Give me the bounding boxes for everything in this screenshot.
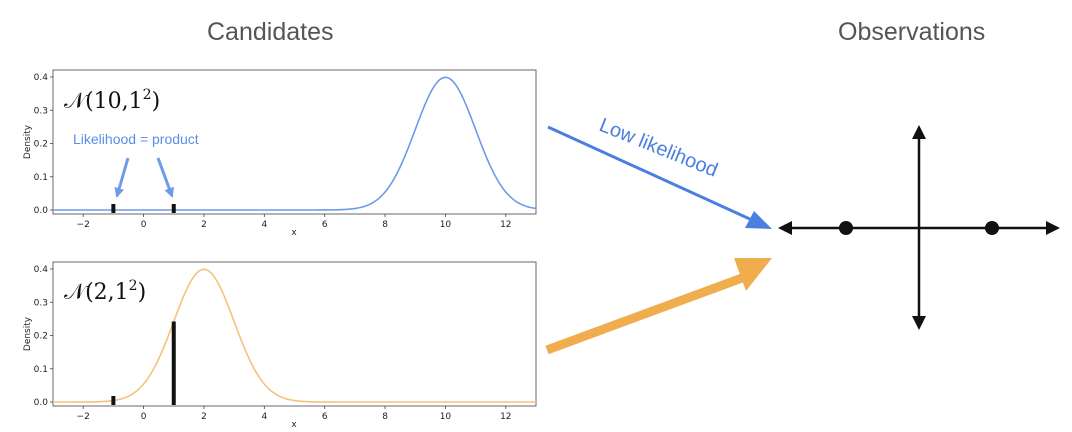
low-likelihood-arrow [547,125,772,229]
x-tick-label: 12 [500,412,511,422]
x-tick-label: 4 [261,220,267,230]
distribution-label-close: ) [152,89,161,114]
x-tick-label: 8 [382,412,388,422]
chart-normal-2: 0.0 0.1 0.2 0.3 0.4 −2 0 2 4 6 8 10 12 Density x 𝒩(… [23,261,537,430]
density-curve [53,268,536,403]
x-axis-label: x [291,228,297,238]
observation-marks [111,204,176,213]
plot-frame [52,69,537,215]
distribution-label-main: 𝒩(2,1 [64,280,129,305]
right-arrowhead-icon [1046,221,1060,235]
candidates-heading: Candidates [207,18,334,46]
y-ticks: 0.0 0.1 0.2 0.3 0.4 [34,265,53,408]
distribution-label-close: ) [138,280,147,305]
observation-points [839,221,999,235]
x-tick-label: 10 [440,412,452,422]
y-tick-label: 0.3 [34,106,48,116]
x-tick-label: −2 [77,220,90,230]
y-tick-label: 0.4 [34,73,49,83]
y-tick-label: 0.2 [34,332,48,342]
x-tick-label: 2 [201,220,207,230]
observation-marks [111,321,176,405]
y-axis-label: Density [23,124,33,159]
distribution-label-main: 𝒩(10,1 [64,89,143,114]
x-axis-label: x [291,420,297,430]
y-tick-label: 0.0 [34,398,49,408]
observations-heading: Observations [838,18,986,46]
high-likelihood-arrow-head [734,258,772,291]
x-tick-label: 12 [500,220,511,230]
x-tick-label: −2 [77,412,90,422]
likelihood-product-annotation: Likelihood = product [73,131,199,147]
x-tick-label: 6 [322,220,328,230]
annotation-arrow-left [114,157,130,198]
y-tick-label: 0.1 [34,173,48,183]
low-likelihood-arrow-shaft [547,125,753,222]
x-ticks: −2 0 2 4 6 8 10 12 [77,406,512,422]
chart-normal-10: 0.0 0.1 0.2 0.3 0.4 −2 0 2 4 6 8 10 12 Density x 𝒩(… [23,69,537,238]
y-tick-label: 0.1 [34,365,48,375]
x-tick-label: 6 [322,412,328,422]
observations-axes [778,125,1060,330]
low-likelihood-arrow-head [745,211,772,229]
distribution-label: 𝒩(10,12) [64,87,160,114]
observation-point [839,221,853,235]
y-axis-label: Density [23,316,33,351]
y-tick-label: 0.2 [34,140,48,150]
y-tick-label: 0.3 [34,298,48,308]
plot-frame [52,261,537,407]
distribution-label-sup: 2 [143,87,152,103]
up-arrowhead-icon [912,125,926,139]
left-arrowhead-icon [778,221,792,235]
y-tick-label: 0.0 [34,206,49,216]
density-curve [53,76,537,211]
down-arrowhead-icon [912,316,926,330]
x-tick-label: 8 [382,220,388,230]
x-tick-label: 4 [261,412,267,422]
distribution-label-sup: 2 [129,278,138,294]
y-ticks: 0.0 0.1 0.2 0.3 0.4 [34,73,53,216]
high-likelihood-arrow [545,258,772,355]
x-tick-label: 0 [141,220,147,230]
observation-point [985,221,999,235]
distribution-label: 𝒩(2,12) [64,278,146,305]
x-ticks: −2 0 2 4 6 8 10 12 [77,214,512,230]
annotation-arrow-right [156,157,174,198]
y-tick-label: 0.4 [34,265,49,275]
high-likelihood-arrow-shaft [545,273,744,355]
x-tick-label: 2 [201,412,207,422]
x-tick-label: 10 [440,220,452,230]
low-likelihood-label: Low likelihood [596,114,721,181]
x-tick-label: 0 [141,412,147,422]
